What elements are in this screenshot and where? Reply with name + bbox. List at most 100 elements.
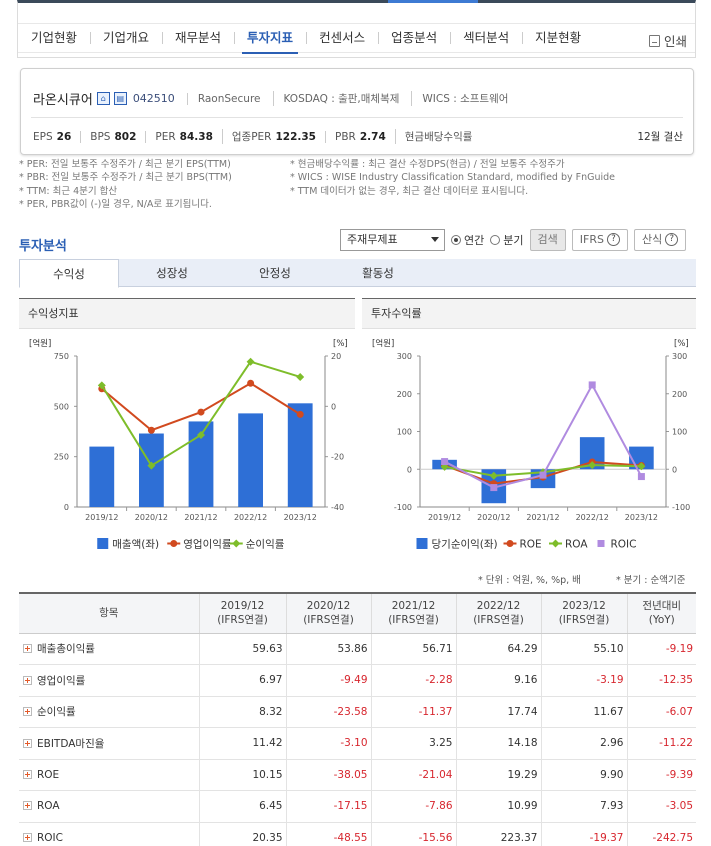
- x-tick-label: 2022/12: [576, 513, 609, 522]
- x-tick-label: 2021/12: [184, 513, 217, 522]
- notes-right: * 현금배당수익률 : 최근 결산 수정DPS(현금) / 전일 보통주 수정주…: [290, 158, 615, 198]
- analysis-tabs: 수익성 성장성 안정성 활동성: [19, 259, 696, 288]
- notes-left: * PER: 전일 보통주 수정주가 / 최근 분기 EPS(TTM) * PBR…: [19, 158, 232, 211]
- expand-row-icon[interactable]: [23, 801, 32, 811]
- expand-row-icon[interactable]: [23, 644, 32, 654]
- expand-row-icon[interactable]: [23, 675, 32, 685]
- row-label: ROE: [37, 768, 60, 781]
- expand-row-icon[interactable]: [23, 769, 32, 779]
- row-label-cell: 순이익률: [19, 696, 199, 728]
- column-header-top: 항목: [99, 607, 119, 620]
- bar: [139, 433, 164, 507]
- print-button[interactable]: 인쇄: [648, 31, 687, 50]
- row-label: 매출총이익률: [37, 643, 95, 656]
- nav-tab-item[interactable]: 재무분석: [162, 23, 234, 53]
- data-point: [147, 461, 156, 470]
- table-cell: -3.19: [540, 664, 627, 697]
- metric-label: 업종PER: [231, 131, 272, 143]
- legend-swatch: [597, 540, 605, 547]
- expand-row-icon[interactable]: [23, 707, 32, 717]
- data-point: [637, 462, 646, 471]
- y-tick-left: 500: [54, 402, 69, 411]
- column-header: 2021/12 (IFRS연결): [370, 592, 456, 634]
- radio-quarter-dot[interactable]: [490, 234, 501, 245]
- subtab-item[interactable]: 활동성: [362, 266, 394, 280]
- ifrs-button[interactable]: IFRS ?: [571, 228, 628, 251]
- chevron-down-icon: [431, 236, 439, 242]
- table-cell: 7.93: [540, 790, 627, 823]
- subtab-item[interactable]: 성장성: [156, 266, 188, 280]
- ratio-table: 항목 2019/12 (IFRS연결) 2020/12 (IFRS연결) 2021/12(…: [19, 592, 696, 846]
- column-header: 2023/12 (IFRS연결): [540, 592, 627, 634]
- subtab-item[interactable]: 안정성: [259, 266, 291, 280]
- table-cell: 53.86: [285, 633, 371, 665]
- x-tick-label: 2019/12: [428, 513, 461, 522]
- column-header: 2020/12 (IFRS연결): [285, 592, 371, 634]
- market-info: KOSDAQ : 출판,매체복제: [272, 91, 399, 106]
- metric-item: EPS 26: [33, 131, 71, 143]
- nav-tabs: 기업현황 기업개요 재무분석 투자지표 컨센서스 업종분석 섹터분석 지분현황: [18, 23, 695, 54]
- chart-title: 수익성지표: [19, 299, 355, 329]
- profitability-chart-panel: 수익성지표 [억원] [%] 750 500 250 0 20 0 -20 -40 2019/12 2…: [19, 298, 355, 561]
- radio-annual[interactable]: 연간: [451, 232, 484, 248]
- nav-accent: [388, 0, 478, 3]
- column-header-bottom: (IFRS연결): [388, 614, 439, 627]
- row-label-cell: ROIC: [19, 822, 199, 846]
- y-tick-right: 300: [672, 352, 687, 361]
- data-point: [588, 461, 597, 470]
- report-icon[interactable]: ▤: [113, 92, 127, 105]
- note-line: * PER, PBR값이 (-)일 경우, N/A로 표기됩니다.: [19, 198, 212, 210]
- nav-tab-item[interactable]: 컨센서스: [306, 23, 378, 53]
- nav-tab-item[interactable]: 기업현황: [31, 30, 78, 45]
- table-cell: -11.22: [626, 727, 696, 760]
- column-header-top: 전년대비: [642, 600, 682, 613]
- radio-quarter[interactable]: 분기: [490, 232, 524, 248]
- note-line: * PBR: 전일 보통주 수정주가 / 최근 분기 BPS(TTM): [19, 172, 232, 184]
- expand-row-icon[interactable]: [23, 738, 32, 748]
- nav-tab-item[interactable]: 투자지표: [234, 23, 306, 54]
- table-cell: 10.99: [455, 790, 541, 823]
- nav-tab-item[interactable]: 업종분석: [378, 23, 450, 53]
- help-icon: ?: [606, 233, 620, 246]
- nav-tab-item[interactable]: 지분현황: [522, 23, 594, 53]
- metric-item: PBR 2.74: [325, 130, 386, 143]
- return-chart: [억원] [%] 300 200 100 0 -100 300 200 100 0 -100 2019/…: [372, 338, 690, 551]
- x-tick-label: 2019/12: [85, 513, 118, 522]
- radio-annual-dot[interactable]: [451, 234, 461, 245]
- expand-row-icon[interactable]: [23, 832, 32, 842]
- row-label-cell: 영업이익률: [19, 664, 199, 697]
- table-cell: 19.29: [455, 759, 541, 791]
- nav-tab-item[interactable]: 기업개요: [90, 23, 162, 53]
- y-axis-unit-right: [%]: [674, 339, 689, 349]
- table-body: 매출총이익률 59.63 53.86 56.71 64.29 55.10 -9.19 영업이익…: [19, 633, 696, 846]
- search-button[interactable]: 검색: [529, 228, 566, 251]
- x-tick-label: 2023/12: [284, 513, 317, 522]
- y-tick-left: 0: [407, 465, 412, 474]
- legend: 당기순이익(좌) ROE ROA ROIC: [416, 538, 637, 551]
- legend-marker: [551, 539, 560, 548]
- note-line: * TTM 데이터가 없는 경우, 최근 결산 데이터로 표시됩니다.: [290, 185, 529, 197]
- table-row: ROIC 20.35 -48.55 -15.56 223.37 -19.37 -242.75: [19, 822, 696, 846]
- home-icon[interactable]: ⌂: [96, 92, 110, 105]
- radio-annual-label: 연간: [464, 233, 485, 247]
- column-header-top: 2023/12: [562, 600, 606, 613]
- column-header: 항목: [19, 592, 199, 634]
- data-point: [637, 473, 645, 481]
- metric-item: 현금배당수익률: [394, 129, 477, 144]
- data-point: [489, 471, 498, 480]
- table-cell: 17.74: [455, 696, 541, 728]
- subtab-item[interactable]: 수익성: [19, 259, 119, 288]
- quarter-note: * 분기 : 순액기준: [616, 575, 686, 586]
- column-header-top: 2020/12: [306, 600, 351, 613]
- y-tick-right: 100: [672, 428, 687, 437]
- statement-select[interactable]: 주재무제표: [340, 228, 445, 251]
- table-cell: 9.16: [455, 664, 541, 697]
- nav-tab-item[interactable]: 섹터분석: [450, 23, 522, 53]
- row-label: 영업이익률: [37, 674, 86, 687]
- formula-button[interactable]: 산식 ?: [633, 228, 687, 251]
- formula-label: 산식: [641, 232, 663, 246]
- data-point: [296, 410, 304, 418]
- legend-label: ROIC: [611, 539, 637, 551]
- table-cell: -17.15: [285, 790, 371, 823]
- company-summary: 라온시큐어 ⌂ ▤ 042510 RaonSecure KOSDAQ : 출판,…: [20, 68, 694, 155]
